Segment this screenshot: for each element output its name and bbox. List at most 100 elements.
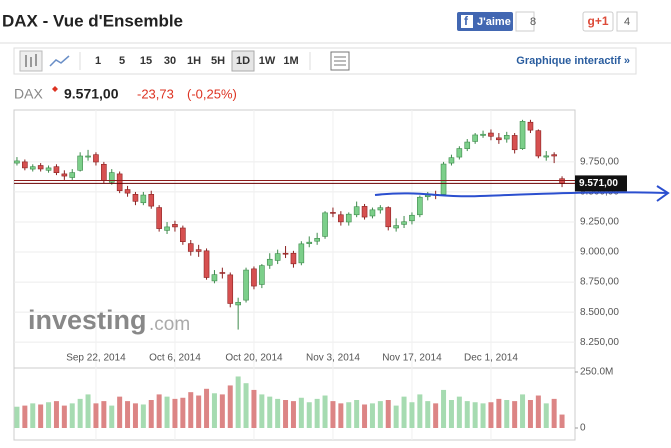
candle-body	[164, 226, 170, 231]
y-tick-label: 9.000,00	[580, 247, 619, 258]
candle-body	[274, 253, 281, 261]
candle-body	[503, 135, 510, 140]
volume-bar	[472, 402, 478, 428]
volume-tick-label: 0	[580, 423, 586, 434]
gplus-button[interactable]	[582, 11, 614, 32]
volume-bar	[267, 396, 273, 428]
candle-body	[330, 212, 336, 214]
candle-body	[338, 214, 344, 223]
volume-bar	[180, 397, 186, 428]
candle-body	[472, 134, 478, 142]
candle-body	[235, 301, 241, 306]
like-count: 8	[530, 16, 536, 28]
volume-bar	[409, 402, 415, 428]
candle-body	[401, 221, 407, 225]
volume-bar	[369, 403, 375, 428]
volume-bar	[251, 389, 257, 428]
selected-interval	[231, 50, 255, 72]
candle-body	[243, 269, 249, 301]
candle-body	[29, 166, 36, 170]
candle-body	[148, 194, 155, 207]
volume-bar	[314, 398, 320, 428]
quote-change-pct: (-0,25%)	[187, 86, 237, 101]
volume-bar	[140, 404, 146, 428]
volume-bar	[401, 396, 407, 428]
volume-bar	[290, 401, 296, 428]
x-tick-label: Dec 1, 2014	[464, 353, 518, 364]
interval-button[interactable]: 30	[164, 55, 176, 67]
volume-bar	[132, 403, 138, 428]
volume-bar	[275, 398, 281, 428]
interval-button[interactable]: 1W	[259, 55, 276, 67]
candle-body	[298, 243, 305, 264]
like-label[interactable]: J'aime	[477, 16, 511, 28]
interval-button[interactable]: 1H	[187, 55, 201, 67]
chart-frame	[13, 109, 576, 441]
volume-bar	[148, 400, 154, 428]
volume-bar	[259, 394, 265, 428]
quote-name: DAX	[14, 86, 43, 102]
candle-body	[551, 154, 557, 157]
candle-body	[345, 213, 352, 223]
interval-button[interactable]: 5H	[211, 55, 225, 67]
quote-change: -23,73	[137, 86, 174, 101]
volume-bar	[425, 401, 431, 428]
annotation-arrow	[656, 185, 670, 202]
candle-body	[132, 194, 139, 202]
volume-bar	[306, 402, 312, 428]
candle-body	[456, 148, 463, 158]
volume-bar	[512, 401, 518, 428]
volume-bar	[433, 403, 439, 428]
candle-body	[219, 272, 226, 274]
candle-body	[85, 155, 91, 158]
volume-bar	[172, 398, 178, 428]
gplus-label[interactable]: g+1	[587, 14, 608, 28]
volume-bar	[543, 403, 549, 428]
interval-button[interactable]: 1	[95, 55, 101, 67]
interactive-link[interactable]: Graphique interactif »	[516, 55, 630, 67]
volume-bar	[125, 401, 131, 428]
volume-bar	[551, 398, 557, 428]
candle-body	[417, 196, 423, 216]
candle-body	[543, 155, 550, 158]
fb-icon	[461, 15, 473, 28]
volume-bar	[211, 393, 217, 428]
candle-body	[101, 163, 107, 181]
watermark-suffix: .com	[149, 314, 190, 335]
candle-body	[45, 167, 52, 171]
candle-body	[448, 157, 455, 164]
candle-body	[195, 249, 202, 252]
y-tick-label: 9.250,00	[580, 217, 619, 228]
line-icon[interactable]	[49, 55, 70, 67]
volume-bar	[488, 402, 494, 428]
candle-body	[227, 274, 234, 304]
volume-bar	[219, 394, 225, 428]
volume-bar	[393, 405, 399, 428]
candle-body	[488, 132, 494, 137]
candle-body	[140, 194, 147, 204]
volume-bar	[338, 403, 344, 428]
interval-button[interactable]: 15	[140, 55, 152, 67]
volume-bar	[156, 394, 162, 428]
candle-body	[203, 250, 210, 278]
candle-body	[314, 238, 320, 242]
volume-bar	[559, 414, 565, 428]
candle-body	[124, 189, 131, 194]
volume-bar	[235, 376, 241, 428]
candle-body	[37, 165, 44, 170]
candle-body	[409, 214, 415, 222]
volume-bar	[346, 402, 352, 428]
volume-bar	[520, 394, 526, 428]
candle-body	[393, 225, 399, 229]
volume-bar	[243, 383, 249, 428]
volume-bar	[330, 401, 336, 428]
candle-body	[440, 163, 447, 195]
interval-button[interactable]: 1M	[283, 55, 298, 67]
candle-body	[14, 160, 20, 164]
interval-button[interactable]: 5	[119, 55, 125, 67]
candle-body	[424, 194, 431, 198]
candle-body	[559, 178, 565, 184]
candle-icon	[25, 54, 37, 67]
interval-button[interactable]: 1D	[236, 55, 250, 67]
